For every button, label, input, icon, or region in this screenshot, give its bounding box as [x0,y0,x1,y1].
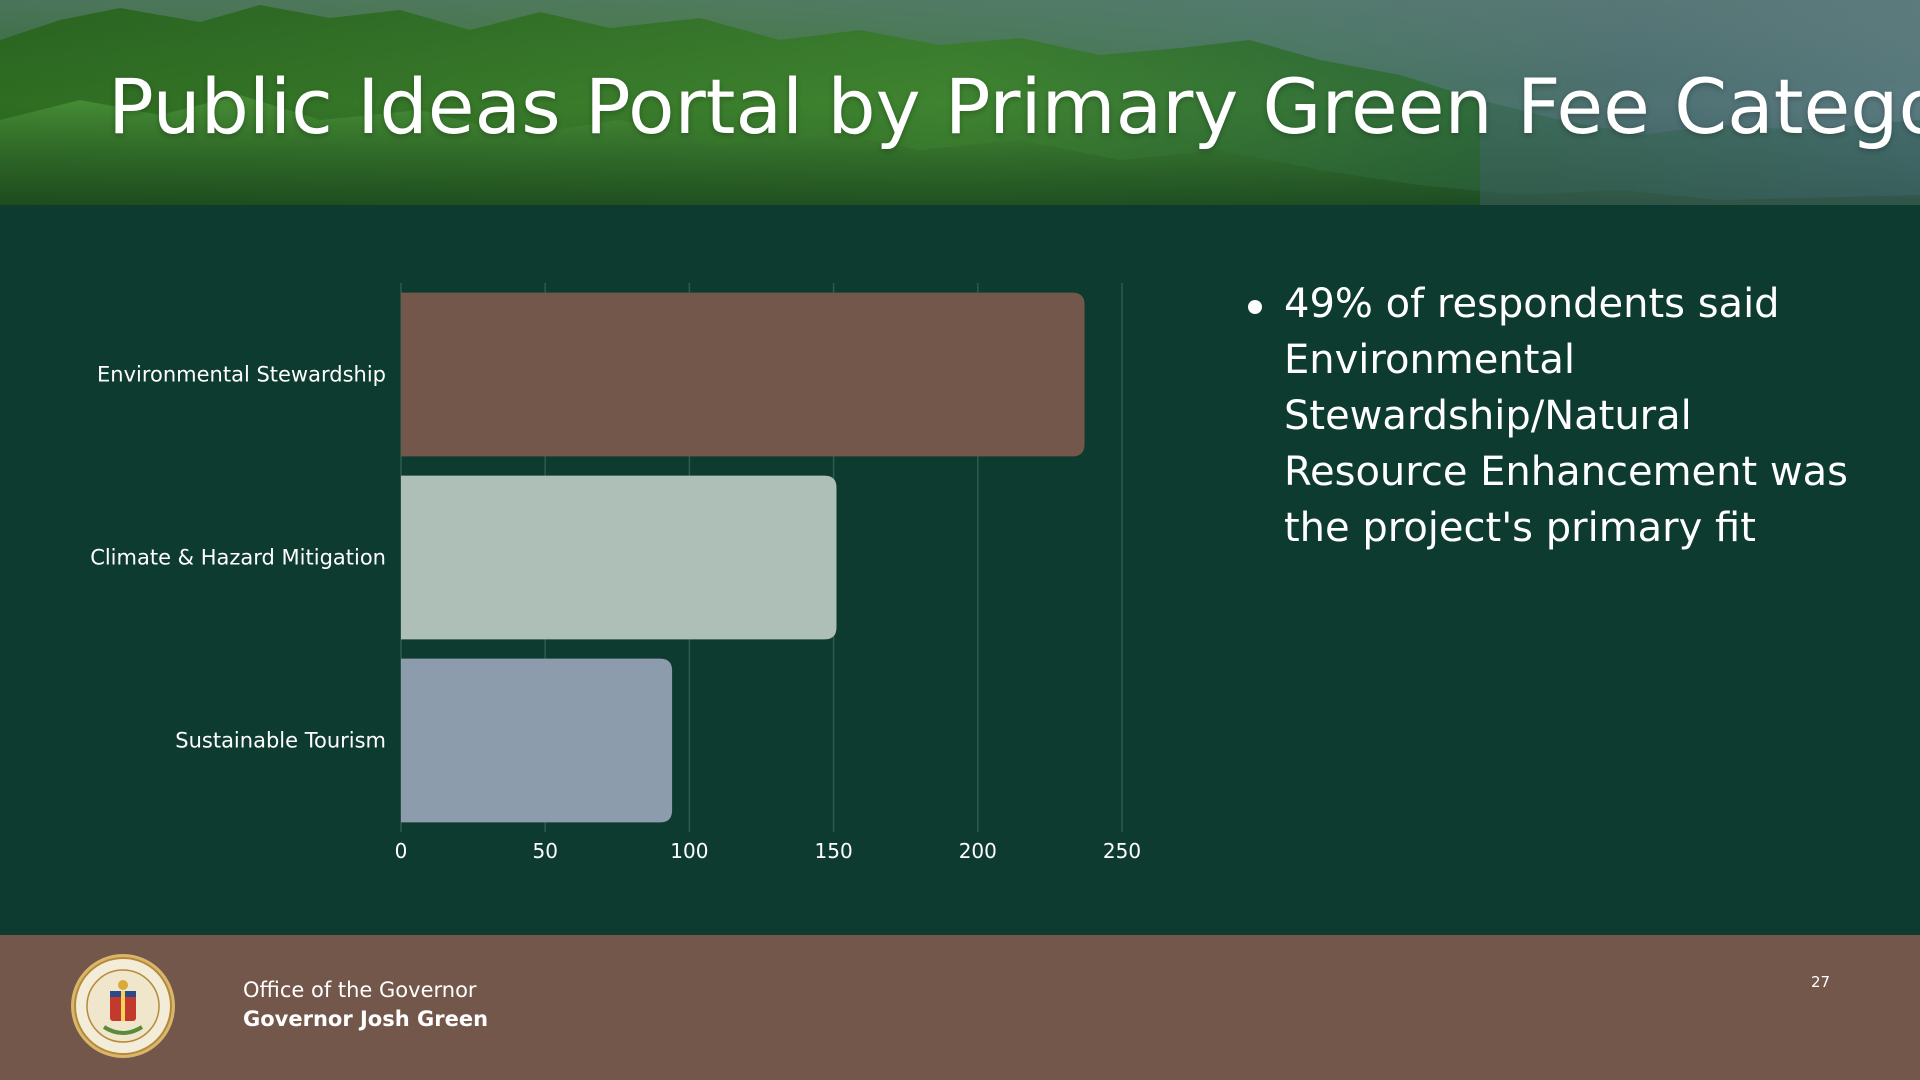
footer: Office of the Governor Governor Josh Gre… [0,935,1920,1080]
bullet-dot-icon [1248,300,1262,314]
state-seal-icon [71,954,175,1058]
summary-bullet-text: 49% of respondents said Environmental St… [1284,281,1848,551]
summary-list: 49% of respondents said Environmental St… [1244,276,1884,556]
bar-sustainable-tourism [401,658,673,823]
category-label: Environmental Stewardship [97,363,386,387]
bar-chart: Environmental Stewardship Climate & Hazar… [90,283,1141,863]
page-title: Public Ideas Portal by Primary Green Fee… [108,62,1920,151]
x-tick-label: 0 [395,839,408,863]
x-tick-label: 200 [959,839,997,863]
header-overlay [0,0,1920,205]
governor-name: Governor Josh Green [243,1007,489,1031]
x-tick-label: 100 [670,839,708,863]
summary-bullet: 49% of respondents said Environmental St… [1244,276,1884,556]
summary-panel: 49% of respondents said Environmental St… [1244,276,1884,556]
bar-environmental-stewardship [401,292,1085,457]
bar-climate-hazard-mitigation [401,475,837,640]
category-label: Climate & Hazard Mitigation [90,546,386,570]
x-tick-label: 150 [815,839,853,863]
page-number: 27 [1811,973,1831,991]
header-banner: Public Ideas Portal by Primary Green Fee… [0,0,1920,205]
x-tick-label: 50 [532,839,557,863]
office-label: Office of the Governor [243,978,477,1002]
x-tick-label: 250 [1103,839,1141,863]
mountain-range-image [0,5,1920,205]
category-label: Sustainable Tourism [175,729,386,753]
